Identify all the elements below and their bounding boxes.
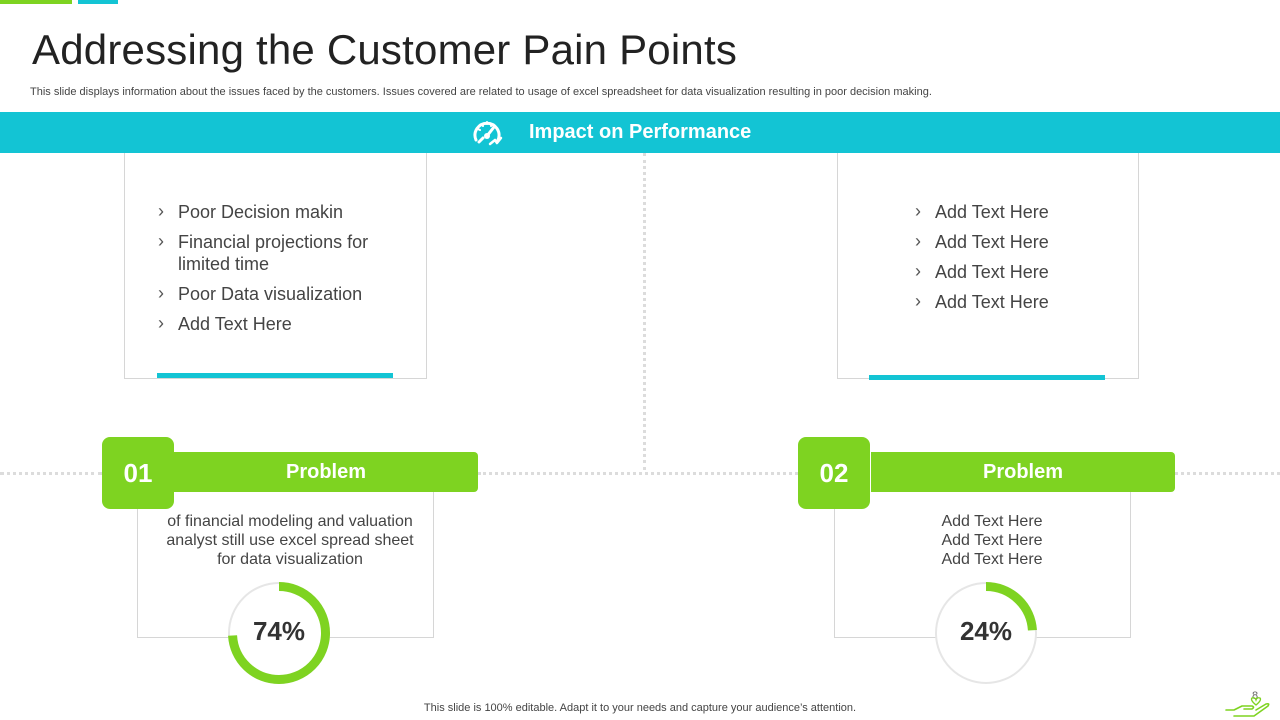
hand-holding-icon (1225, 697, 1270, 717)
slide-footer: This slide is 100% editable. Adapt it to… (423, 702, 857, 714)
donut-chart-01 (228, 582, 330, 684)
problem-number: 01 (123, 457, 153, 488)
list-item: Poor Decision makin (158, 200, 408, 223)
problem-number-badge-02: 02 (798, 437, 870, 509)
donut-percent-label: 24% (959, 616, 1013, 646)
list-item: Add Text Here (915, 230, 1115, 253)
problem-number-badge-01: 01 (102, 437, 174, 509)
problem-label: Problem (285, 460, 367, 483)
problem-label: Problem (982, 460, 1064, 483)
description-line: Add Text Here (941, 551, 1043, 568)
top-accent-green-bar (0, 0, 72, 4)
problem-number: 02 (819, 457, 849, 488)
left-card-accent-bar (157, 373, 393, 378)
list-item: Poor Data visualization (158, 282, 408, 305)
description-line: Add Text Here (941, 532, 1043, 549)
left-bullet-list: Poor Decision makin Financial projection… (158, 200, 408, 343)
list-item: Financial projections for limited time (158, 230, 408, 275)
vertical-divider (643, 153, 646, 470)
list-item: Add Text Here (915, 200, 1115, 223)
donut-percent-label: 74% (252, 616, 306, 646)
description-line: Add Text Here (941, 513, 1043, 530)
right-card-accent-bar (869, 375, 1105, 380)
donut-chart-02 (935, 582, 1037, 684)
list-item: Add Text Here (158, 312, 408, 335)
slide-title: Addressing the Customer Pain Points (32, 26, 738, 73)
donut-progress-arc (935, 582, 1037, 684)
top-accent-cyan-bar (78, 0, 118, 4)
problem-description-02: Add Text Here Add Text Here Add Text Her… (862, 512, 1122, 569)
problem-header-02: Problem (871, 452, 1175, 492)
slide-subtitle: This slide displays information about th… (30, 86, 932, 98)
problem-header-01: Problem (174, 452, 478, 492)
right-bullet-list: Add Text Here Add Text Here Add Text Her… (915, 200, 1115, 321)
page-number: 8 (1252, 690, 1259, 702)
speedometer-icon (473, 121, 503, 146)
list-item: Add Text Here (915, 290, 1115, 313)
list-item: Add Text Here (915, 260, 1115, 283)
impact-banner (0, 112, 1280, 153)
horizontal-divider (478, 472, 798, 475)
banner-label: Impact on Performance (529, 121, 752, 143)
horizontal-divider (1175, 472, 1280, 475)
problem-description-01: of financial modeling and valuation anal… (166, 513, 414, 568)
horizontal-divider (0, 472, 102, 475)
donut-progress-arc (228, 582, 330, 684)
